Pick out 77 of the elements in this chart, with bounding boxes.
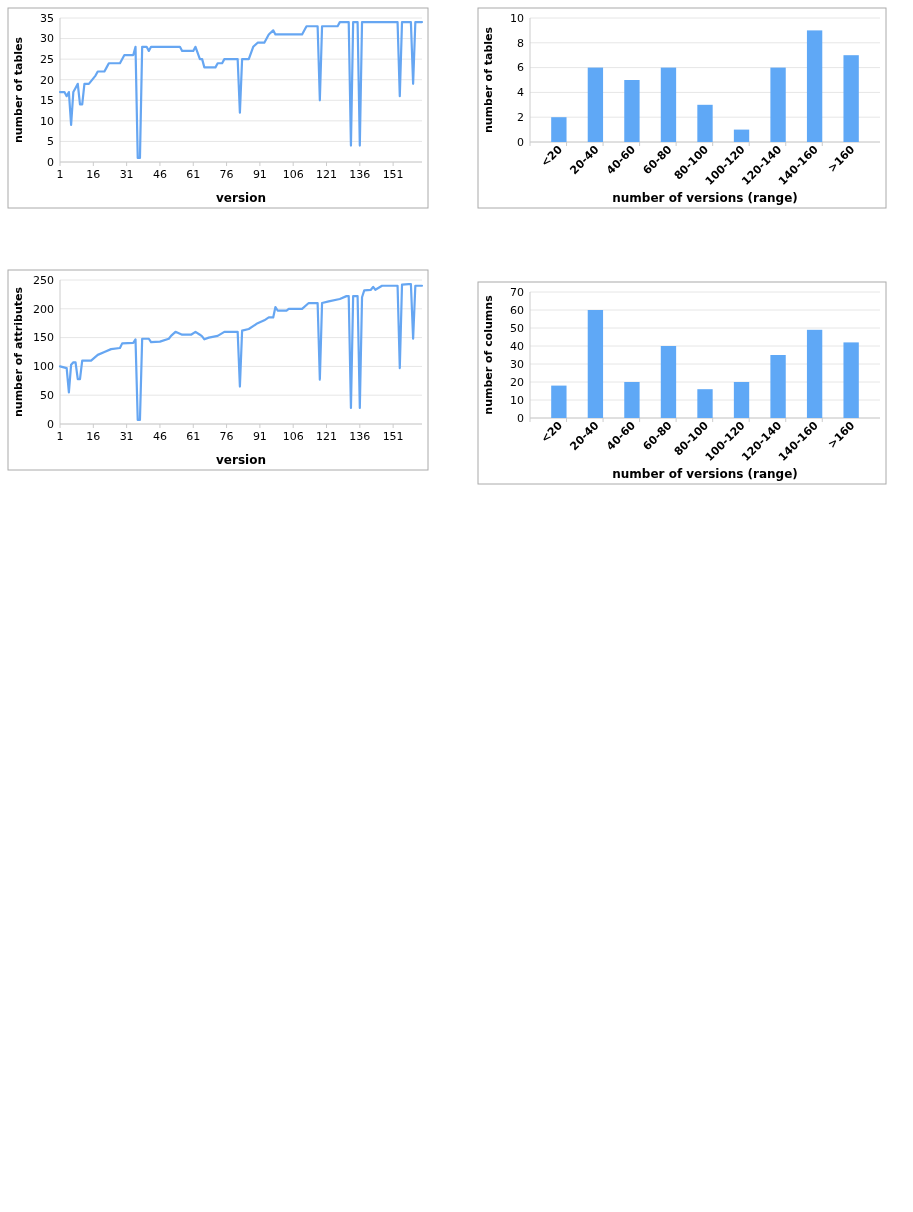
bar xyxy=(806,30,823,142)
x-tick-label: 151 xyxy=(382,430,404,443)
x-axis-title: version xyxy=(216,191,266,205)
bar xyxy=(551,385,567,418)
bar xyxy=(587,67,604,142)
bar xyxy=(697,389,713,418)
bar xyxy=(770,67,786,142)
x-tick-label: 76 xyxy=(219,168,234,181)
x-tick-label: 151 xyxy=(382,168,404,181)
y-axis-title: number of tables xyxy=(482,26,495,134)
y-tick-label: 20 xyxy=(510,375,524,389)
bar xyxy=(843,342,859,418)
y-tick-label: 10 xyxy=(510,393,524,407)
x-axis-title: number of versions (range) xyxy=(612,191,798,205)
y-tick-label: 10 xyxy=(40,114,54,128)
y-axis-title: number of attributes xyxy=(12,286,25,417)
bar xyxy=(733,382,750,418)
line-series xyxy=(58,21,424,159)
x-tick-label: 106 xyxy=(282,430,304,443)
bar xyxy=(843,55,859,142)
bar xyxy=(733,129,750,142)
x-tick-label: 1 xyxy=(56,430,64,443)
y-tick-label: 25 xyxy=(40,52,54,66)
x-tick-label: 76 xyxy=(219,430,234,443)
y-tick-label: 0 xyxy=(517,411,524,425)
x-axis-title: version xyxy=(216,453,266,467)
x-tick-label: 91 xyxy=(252,430,267,443)
x-tick-label: 136 xyxy=(349,168,371,181)
x-tick-label: 16 xyxy=(86,430,101,443)
x-tick-label: 31 xyxy=(119,430,134,443)
bar xyxy=(770,355,786,418)
bar xyxy=(624,382,640,418)
y-tick-label: 2 xyxy=(517,111,524,125)
bar xyxy=(660,67,677,142)
y-axis-title: number of tables xyxy=(12,36,25,144)
y-tick-label: 50 xyxy=(510,321,524,335)
x-tick-label: 46 xyxy=(152,168,167,181)
y-tick-label: 6 xyxy=(517,61,524,75)
y-tick-label: 15 xyxy=(40,94,54,108)
y-tick-label: 0 xyxy=(47,417,54,431)
x-tick-label: 46 xyxy=(152,430,167,443)
y-tick-label: 60 xyxy=(510,303,524,317)
x-tick-label: 121 xyxy=(316,430,337,443)
y-axis-title: number of columns xyxy=(482,294,495,415)
x-tick-label: 1 xyxy=(56,168,64,181)
bar xyxy=(587,310,604,418)
bar xyxy=(697,104,713,142)
y-tick-label: 50 xyxy=(40,389,54,403)
y-tick-label: 8 xyxy=(517,36,524,50)
x-tick-label: 106 xyxy=(282,168,304,181)
y-tick-label: 30 xyxy=(40,32,54,46)
y-tick-label: 200 xyxy=(33,302,54,316)
y-tick-label: 10 xyxy=(510,11,524,25)
bar xyxy=(806,329,823,418)
y-tick-label: 35 xyxy=(40,11,54,25)
x-tick-label: 136 xyxy=(349,430,371,443)
x-tick-label: 31 xyxy=(119,168,134,181)
y-tick-label: 150 xyxy=(33,331,54,345)
y-tick-label: 40 xyxy=(510,339,524,353)
y-tick-label: 4 xyxy=(517,86,524,100)
bar xyxy=(660,346,677,418)
y-tick-label: 0 xyxy=(517,135,524,149)
x-tick-label: 121 xyxy=(316,168,337,181)
x-tick-label: 61 xyxy=(186,168,201,181)
bar xyxy=(551,117,567,142)
y-tick-label: 20 xyxy=(40,73,54,87)
y-tick-label: 0 xyxy=(47,155,54,169)
x-tick-label: 91 xyxy=(252,168,267,181)
y-tick-label: 100 xyxy=(33,360,54,374)
x-tick-label: 16 xyxy=(86,168,101,181)
y-tick-label: 70 xyxy=(510,285,524,299)
y-tick-label: 250 xyxy=(33,273,54,287)
bar xyxy=(624,80,640,142)
y-tick-label: 5 xyxy=(47,135,54,149)
x-tick-label: 61 xyxy=(186,430,201,443)
x-axis-title: number of versions (range) xyxy=(612,467,798,481)
y-tick-label: 30 xyxy=(510,357,524,371)
